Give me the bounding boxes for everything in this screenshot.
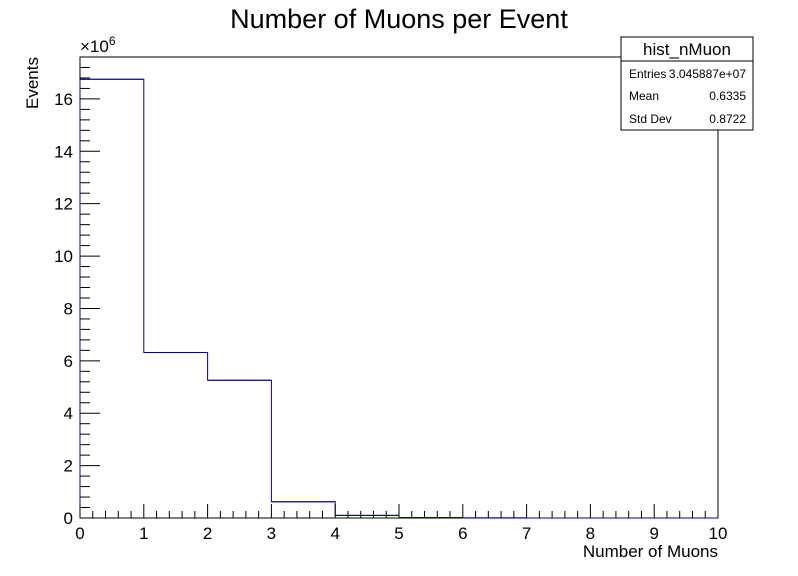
y-tick-label: 4 [64,404,73,423]
x-tick-label: 2 [203,524,212,543]
y-tick-label: 0 [64,509,73,528]
x-tick-label: 4 [330,524,339,543]
x-tick-label: 5 [394,524,403,543]
x-tick-label: 9 [649,524,658,543]
stats-stddev-label: Std Dev [629,112,672,126]
y-tick-label: 16 [54,90,73,109]
histogram-bins [79,78,718,519]
x-tick-label: 1 [139,524,148,543]
y-multiplier-exponent: 6 [109,34,116,48]
y-axis-ticks: 0 2 4 6 8 10 12 14 16 [54,56,100,528]
stats-box-border [620,36,754,131]
x-tick-label: 0 [75,524,84,543]
y-tick-label: 14 [54,142,73,161]
stats-mean-label: Mean [629,89,659,103]
x-tick-label: 6 [458,524,467,543]
stats-box: hist_nMuon Entries 3.045887e+07 Mean 0.6… [620,36,754,131]
x-tick-label: 8 [586,524,595,543]
y-tick-label: 12 [54,195,73,214]
chart-title: Number of Muons per Event [230,4,568,34]
y-axis-title: Events [23,57,42,109]
y-multiplier-base: ×10 [80,37,109,56]
stats-name: hist_nMuon [643,40,731,59]
x-tick-label: 3 [267,524,276,543]
y-tick-label: 6 [64,352,73,371]
y-axis-multiplier: ×106 [80,34,116,56]
x-axis-title: Number of Muons [583,542,718,561]
x-tick-label: 7 [522,524,531,543]
stats-entries-label: Entries [629,67,666,81]
y-tick-label: 8 [64,299,73,318]
stats-mean-value: 0.6335 [709,89,746,103]
x-tick-label: 10 [709,524,728,543]
stats-stddev-value: 0.8722 [709,112,746,126]
histogram-outline [79,78,718,519]
y-tick-label: 10 [54,247,73,266]
y-tick-label: 2 [64,457,73,476]
stats-entries-value: 3.045887e+07 [669,67,746,81]
x-axis-ticks: 0 1 2 3 4 5 6 7 8 9 10 [75,504,727,543]
